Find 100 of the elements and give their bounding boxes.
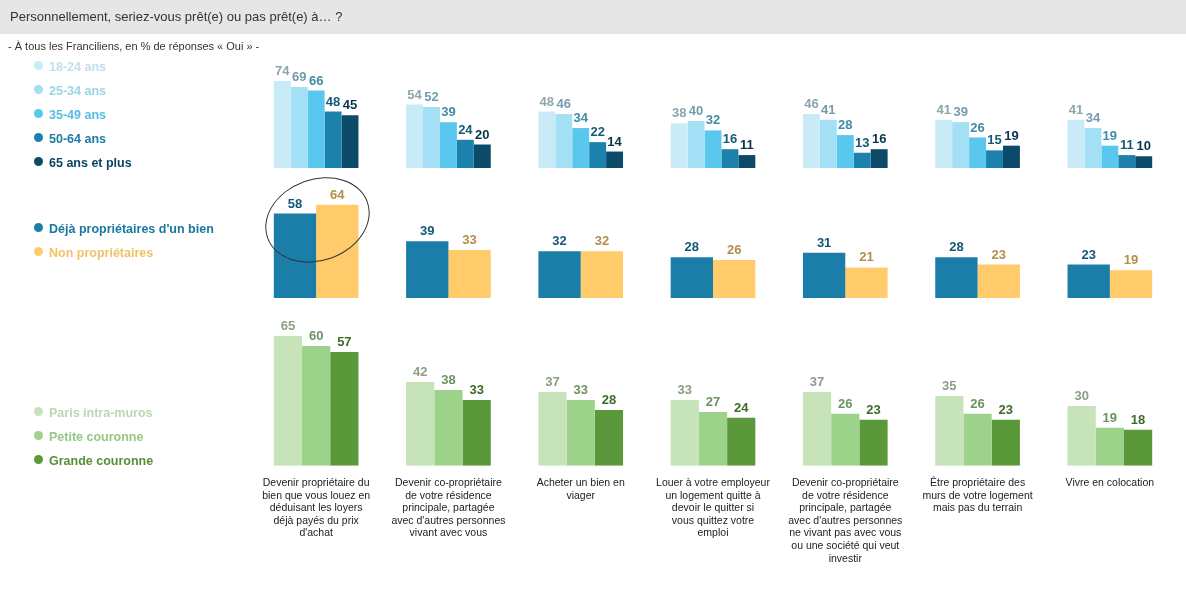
bar <box>330 351 359 466</box>
bar <box>986 150 1003 168</box>
legend-label: Non propriétaires <box>49 246 154 260</box>
data-label: 65 <box>280 318 296 334</box>
bar <box>1067 405 1096 466</box>
bar <box>456 139 474 168</box>
data-label: 54 <box>407 86 423 102</box>
data-label: 28 <box>949 239 964 255</box>
data-label: 45 <box>342 97 358 113</box>
x-tick-label: Acheter un bien en viager <box>536 475 625 501</box>
bar <box>290 86 308 168</box>
data-label: 24 <box>458 121 474 137</box>
data-label: 16 <box>871 131 887 147</box>
bar <box>1109 270 1153 298</box>
data-label: 11 <box>1119 137 1134 153</box>
bar <box>853 152 871 168</box>
data-label: 27 <box>705 393 721 409</box>
data-label: 28 <box>601 391 617 407</box>
data-label: 30 <box>1074 387 1089 403</box>
data-label: 26 <box>726 242 742 258</box>
data-label: 46 <box>804 96 819 112</box>
bar <box>324 111 342 168</box>
data-label: 10 <box>1136 138 1151 154</box>
legend-label: Paris intra-muros <box>49 406 153 420</box>
legend-label: Grande couronne <box>49 454 154 468</box>
legend-label: Déjà propriétaires d'un bien <box>49 222 214 236</box>
data-label: 32 <box>705 112 721 128</box>
legend-label: 18-24 ans <box>49 60 106 74</box>
bar <box>738 155 756 168</box>
data-label: 13 <box>854 134 870 150</box>
bar <box>572 128 590 168</box>
data-label: 33 <box>677 381 693 397</box>
bar <box>1135 156 1153 168</box>
bar <box>555 113 573 168</box>
data-label: 66 <box>308 72 324 88</box>
legend-label: 25-34 ans <box>49 84 106 98</box>
data-label: 21 <box>859 249 874 265</box>
text: - À tous les Franciliens, en % de réponses « Oui » - <box>7 39 261 54</box>
bar <box>969 137 987 168</box>
x-tick-label: Louer à votre employeur un logement quitte à devoir le quitter si vous quittez votre emploi <box>656 475 771 539</box>
bar <box>935 257 978 298</box>
data-label: 60 <box>308 328 324 344</box>
data-label: 23 <box>991 246 1006 262</box>
bar <box>538 111 556 168</box>
bar <box>406 241 449 298</box>
data-label: 35 <box>942 377 957 393</box>
data-label: 38 <box>671 105 687 121</box>
bar <box>935 119 953 168</box>
data-label: 39 <box>441 104 456 120</box>
legend-label: 65 ans et plus <box>49 156 132 170</box>
bar <box>307 90 325 168</box>
data-label: 23 <box>866 401 881 417</box>
x-tick-label: Vivre en colocation <box>1065 475 1155 488</box>
data-label: 38 <box>441 371 456 387</box>
data-label: 69 <box>291 69 307 84</box>
bar <box>273 335 303 466</box>
data-label: 23 <box>1081 246 1096 262</box>
chart-title: Personnellement, seriez-vous prêt(e) ou pas prêt(e) à… ? <box>0 0 1186 34</box>
bar <box>406 381 435 466</box>
data-label: 57 <box>337 334 352 350</box>
bar <box>302 345 331 466</box>
data-label: 46 <box>556 96 572 112</box>
bar <box>704 130 722 168</box>
data-label: 16 <box>722 131 738 147</box>
bar <box>448 249 491 298</box>
data-label: 22 <box>590 124 605 140</box>
bar <box>836 135 854 168</box>
bar <box>802 252 846 298</box>
bar <box>952 122 970 168</box>
bar <box>462 399 491 466</box>
bar <box>1084 128 1102 168</box>
data-label: 19 <box>1004 127 1019 143</box>
bar <box>273 81 291 168</box>
bar <box>1101 145 1119 168</box>
bar <box>1067 264 1110 298</box>
bar <box>727 417 756 466</box>
data-label: 26 <box>970 395 985 411</box>
data-label: 20 <box>475 126 490 142</box>
bar <box>566 399 595 466</box>
data-label: 19 <box>1102 127 1118 143</box>
bar <box>935 395 964 466</box>
legend-label: 35-49 ans <box>49 108 106 122</box>
bar <box>273 213 317 298</box>
bar <box>670 123 688 168</box>
data-label: 34 <box>1085 110 1101 126</box>
bar <box>1123 429 1153 466</box>
data-label: 41 <box>821 101 836 117</box>
data-label: 33 <box>469 381 484 397</box>
data-label: 23 <box>998 401 1014 417</box>
bar <box>439 122 457 168</box>
data-label: 19 <box>1102 409 1118 425</box>
data-label: 40 <box>688 103 704 119</box>
legend-label: 50-64 ans <box>49 132 106 146</box>
data-label: 37 <box>545 373 560 389</box>
bar <box>845 267 888 298</box>
bar <box>316 204 359 298</box>
data-label: 41 <box>1068 101 1084 117</box>
bar <box>1095 427 1124 466</box>
bar <box>594 409 624 466</box>
data-label: 74 <box>275 63 291 79</box>
